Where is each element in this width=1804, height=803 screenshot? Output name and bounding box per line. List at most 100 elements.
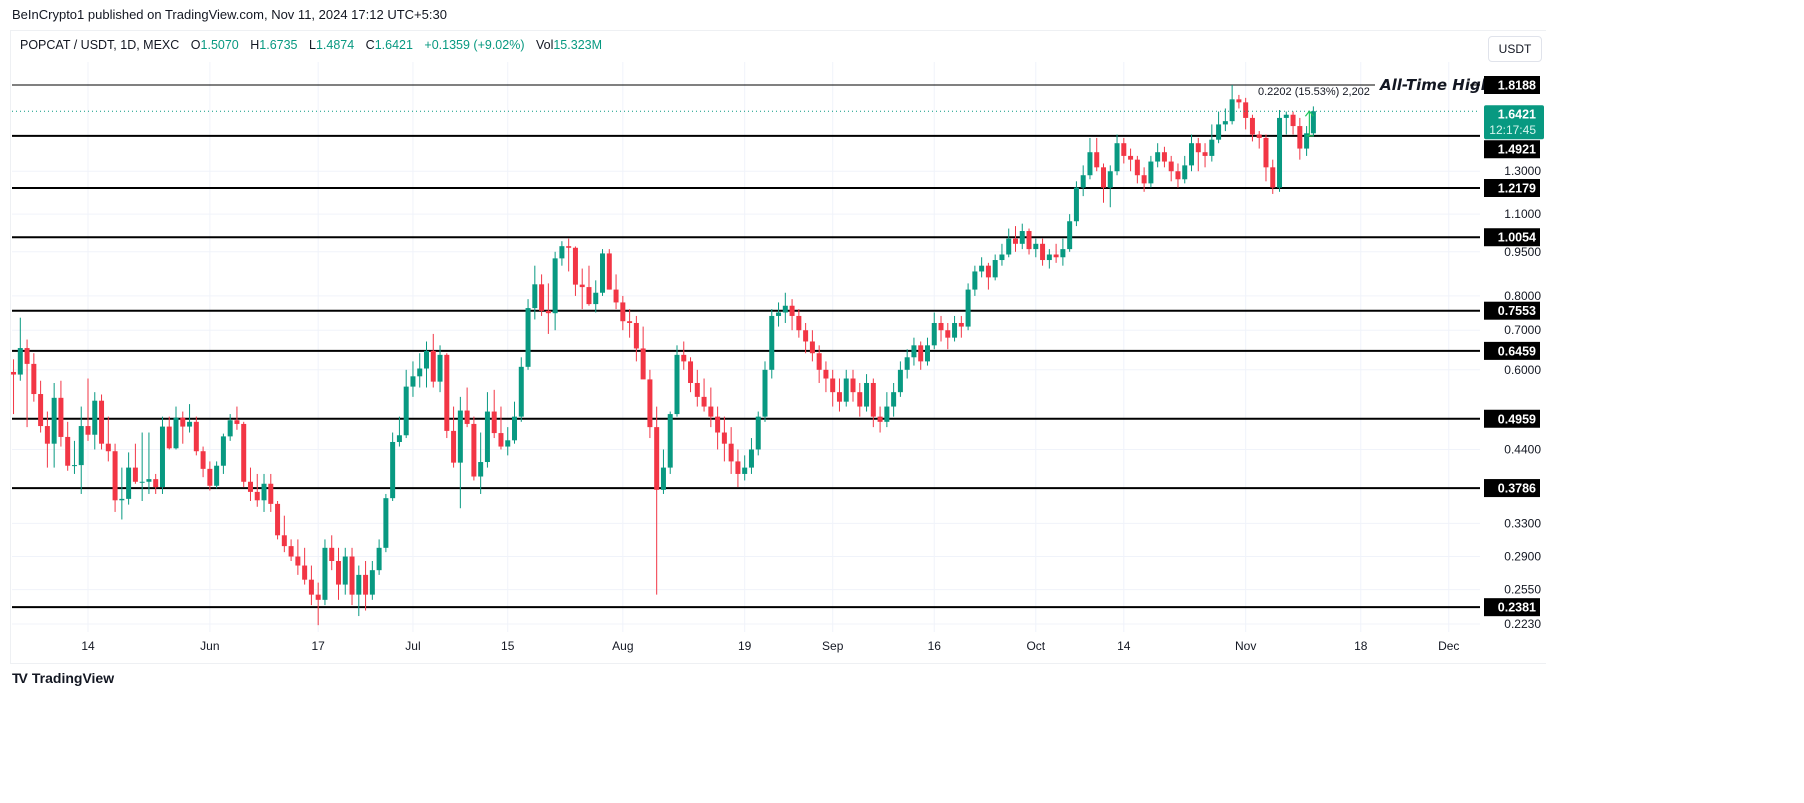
change-value: +0.1359 (+9.02%) xyxy=(424,38,525,52)
candle-body xyxy=(586,287,592,305)
candle-body xyxy=(71,465,77,467)
symbol-legend: POPCAT / USDT, 1D, MEXC O1.5070 H1.6735 … xyxy=(20,38,610,52)
level-price-label: 0.6459 xyxy=(1484,341,1540,360)
candle-body xyxy=(430,350,436,382)
candle-down xyxy=(241,421,247,488)
candle-body xyxy=(1161,152,1167,162)
candle-body xyxy=(275,503,281,536)
level-price-label: 1.4921 xyxy=(1484,140,1540,159)
candle-up xyxy=(424,341,429,388)
time-tick-label: Jul xyxy=(405,639,420,653)
candle-down xyxy=(789,299,795,331)
candle-down xyxy=(1094,137,1100,172)
measure-arrow-head-icon xyxy=(1304,110,1314,117)
candle-body xyxy=(708,406,714,417)
candle-up xyxy=(518,357,524,422)
candle-body xyxy=(1310,111,1316,134)
level-price-label: 1.2179 xyxy=(1484,178,1540,197)
candle-down xyxy=(823,361,829,393)
candle-up xyxy=(227,414,233,441)
candle-up xyxy=(1155,143,1161,168)
candle-up xyxy=(864,374,870,412)
candle-body xyxy=(572,247,578,285)
candle-body xyxy=(1249,117,1255,135)
price-tick-label: 1.1000 xyxy=(1504,207,1541,221)
candle-body xyxy=(1155,152,1161,162)
candle-body xyxy=(65,436,71,466)
candle-up xyxy=(782,292,788,323)
candle-down xyxy=(99,394,105,450)
ath-annotation: All-Time High xyxy=(1379,76,1491,94)
candle-body xyxy=(830,378,836,393)
candle-body xyxy=(315,594,321,600)
candle-up xyxy=(1046,249,1052,269)
candle-body xyxy=(755,416,761,450)
candle-body xyxy=(288,546,294,557)
candle-up xyxy=(71,440,77,474)
candle-body xyxy=(850,378,856,393)
symbol-name[interactable]: POPCAT / USDT, 1D, MEXC xyxy=(20,38,180,52)
candle-down xyxy=(166,416,172,450)
price-label-text: 1.0054 xyxy=(1498,231,1536,245)
candle-body xyxy=(302,565,308,580)
candle-body xyxy=(660,467,666,490)
candle-body xyxy=(220,436,226,466)
tradingview-logo-icon: TV xyxy=(12,670,28,686)
candle-up xyxy=(532,265,538,320)
time-tick-label: Nov xyxy=(1235,639,1256,653)
candle-up xyxy=(356,565,362,617)
candle-body xyxy=(363,574,369,595)
candle-up xyxy=(484,392,490,468)
candle-body xyxy=(904,357,910,370)
candle-body xyxy=(146,479,152,482)
candle-body xyxy=(356,574,362,595)
time-tick-label: 18 xyxy=(1354,639,1368,653)
candle-down xyxy=(193,416,199,456)
candle-down xyxy=(701,378,707,412)
volume-label: Vol xyxy=(535,38,554,52)
candle-down xyxy=(268,473,274,512)
candle-up xyxy=(891,382,897,417)
candle-up xyxy=(403,369,409,439)
candle-body xyxy=(85,426,91,435)
candle-body xyxy=(1277,117,1283,188)
candle-down xyxy=(24,339,30,428)
candle-body xyxy=(721,432,727,444)
candle-up xyxy=(1304,126,1310,156)
candle-body xyxy=(1263,137,1269,168)
price-label-text: 1.2179 xyxy=(1498,181,1536,195)
tradingview-branding[interactable]: TV TradingView xyxy=(12,670,114,686)
candle-up xyxy=(390,432,396,502)
candle-body xyxy=(295,556,301,566)
price-label-box xyxy=(1484,140,1540,159)
candle-body xyxy=(308,579,314,595)
candle-down xyxy=(315,582,321,626)
candle-body xyxy=(78,426,84,466)
candle-body xyxy=(600,253,606,293)
candle-body xyxy=(369,570,375,595)
candle-down xyxy=(329,535,335,571)
candle-body xyxy=(1148,161,1154,184)
candle-up xyxy=(437,345,443,393)
candle-down xyxy=(247,467,253,502)
candle-down xyxy=(539,274,545,316)
time-tick-label: 17 xyxy=(312,639,326,653)
candle-down xyxy=(65,421,71,471)
candle-body xyxy=(1087,152,1093,176)
candle-up xyxy=(762,361,768,422)
candle-up xyxy=(1189,134,1195,172)
candle-down xyxy=(735,449,741,488)
candle-body xyxy=(1175,171,1181,180)
candle-body xyxy=(329,547,335,561)
candle-body xyxy=(559,246,565,259)
open-label: O xyxy=(190,38,201,52)
candle-body xyxy=(58,397,64,437)
currency-button[interactable]: USDT xyxy=(1488,36,1542,62)
candle-up xyxy=(1310,106,1316,137)
candle-body xyxy=(376,547,382,571)
candle-body xyxy=(173,417,179,449)
price-label-text: 0.6459 xyxy=(1498,344,1536,358)
candle-up xyxy=(525,299,531,370)
candle-body xyxy=(681,354,687,362)
